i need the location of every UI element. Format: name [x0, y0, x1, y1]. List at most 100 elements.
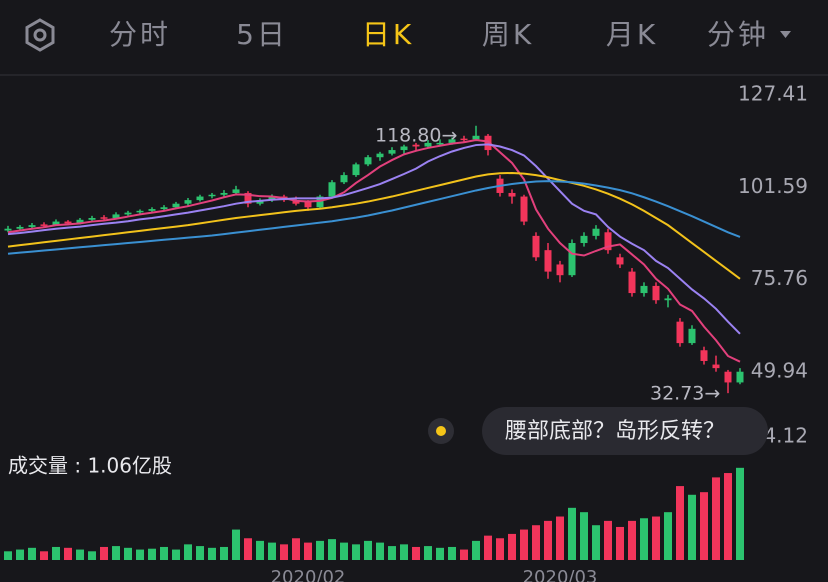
tab[interactable]: 月K: [606, 18, 658, 51]
volume-bar: [280, 544, 288, 560]
candle-body: [712, 364, 720, 369]
moving-average: [7, 139, 741, 363]
candle-body: [676, 321, 684, 344]
candle-body: [52, 221, 60, 226]
candle-body: [508, 192, 516, 197]
dropdown-arrow[interactable]: [780, 31, 791, 38]
volume-bar: [208, 547, 216, 560]
y-tick-label: 127.41: [738, 81, 808, 105]
volume-bar: [592, 525, 600, 560]
volume-bar: [712, 477, 720, 560]
candle-body: [460, 138, 468, 141]
volume-bar: [556, 516, 564, 560]
candle-body: [304, 201, 312, 208]
volume-bar: [364, 540, 372, 560]
volume-bar: [136, 549, 144, 560]
tip-text[interactable]: 腰部底部？岛形反转？: [505, 419, 725, 444]
volume-bar: [508, 533, 516, 560]
settings-dot: [33, 28, 47, 42]
candle-body: [100, 217, 108, 219]
volume-bar: [100, 546, 108, 560]
candle-body: [292, 200, 300, 204]
candle-body: [196, 196, 204, 201]
tip-bubble[interactable]: [482, 407, 768, 455]
candle-body: [136, 210, 144, 213]
volume-bar: [268, 542, 276, 560]
candle-body: [484, 135, 492, 151]
candle-body: [604, 232, 612, 251]
volume-bar: [292, 538, 300, 560]
volume-bar: [472, 540, 480, 560]
candle-body: [16, 226, 24, 229]
volume-bar: [676, 486, 684, 560]
candle-body: [700, 350, 708, 361]
volume-bar: [76, 549, 84, 560]
moving-average: [7, 171, 741, 280]
candle-body: [388, 150, 396, 154]
candle-body: [568, 243, 576, 276]
candle-body: [376, 153, 384, 158]
volume-bar: [172, 549, 180, 560]
candle-body: [580, 235, 588, 244]
volume-bar: [448, 546, 456, 560]
tab[interactable]: 日K: [362, 18, 414, 51]
candle-body: [4, 228, 12, 231]
volume-bar: [688, 494, 696, 560]
volume-bar: [232, 529, 240, 560]
candle-body: [340, 175, 348, 183]
volume-bar: [532, 525, 540, 560]
volume-bar: [196, 546, 204, 560]
volume-bar: [544, 520, 552, 560]
volume-bar: [28, 547, 36, 560]
volume-bar: [724, 473, 732, 560]
candle-body: [208, 194, 216, 197]
tab[interactable]: 周K: [482, 18, 534, 51]
tip-dot[interactable]: [436, 426, 446, 436]
candle-body: [664, 298, 672, 301]
candle-body: [652, 285, 660, 301]
volume-bar: [64, 547, 72, 560]
candle-body: [688, 328, 696, 344]
candle-body: [592, 228, 600, 236]
candle-body: [724, 371, 732, 383]
volume-bar: [16, 549, 24, 560]
candle-body: [256, 200, 264, 204]
volume-bar: [640, 518, 648, 560]
volume-bar: [700, 492, 708, 560]
volume-bar: [88, 551, 96, 560]
candle-body: [232, 189, 240, 193]
candle-body: [220, 192, 228, 195]
candle-body: [520, 196, 528, 222]
volume-bar: [220, 546, 228, 560]
volume-bar: [328, 539, 336, 560]
candle-body: [316, 196, 324, 208]
volume-bar: [124, 547, 132, 560]
candle-body: [328, 182, 336, 197]
volume-label: 成交量 : 1.06亿股: [8, 454, 172, 478]
candle-body: [28, 225, 36, 227]
candle-body: [268, 196, 276, 201]
low-annotation: 32.73→: [650, 383, 720, 405]
settings-icon[interactable]: [25, 18, 55, 52]
tab[interactable]: 5日: [236, 18, 288, 51]
volume-bar: [652, 516, 660, 560]
candle-body: [532, 235, 540, 258]
tab[interactable]: 分钟: [707, 18, 769, 51]
candle-body: [640, 285, 648, 294]
candle-body: [436, 142, 444, 145]
candle-body: [424, 142, 432, 147]
tab[interactable]: 分时: [109, 18, 171, 51]
volume-bar: [352, 544, 360, 560]
volume-bar: [568, 507, 576, 560]
candle-body: [172, 203, 180, 208]
y-tick-label: 75.76: [751, 266, 808, 290]
moving-average: [7, 143, 741, 335]
candle-body: [400, 146, 408, 151]
candle-body: [412, 144, 420, 147]
volume-bar: [52, 546, 60, 560]
volume-bar: [148, 548, 156, 560]
volume-bar: [628, 520, 636, 560]
volume-bar: [340, 542, 348, 560]
